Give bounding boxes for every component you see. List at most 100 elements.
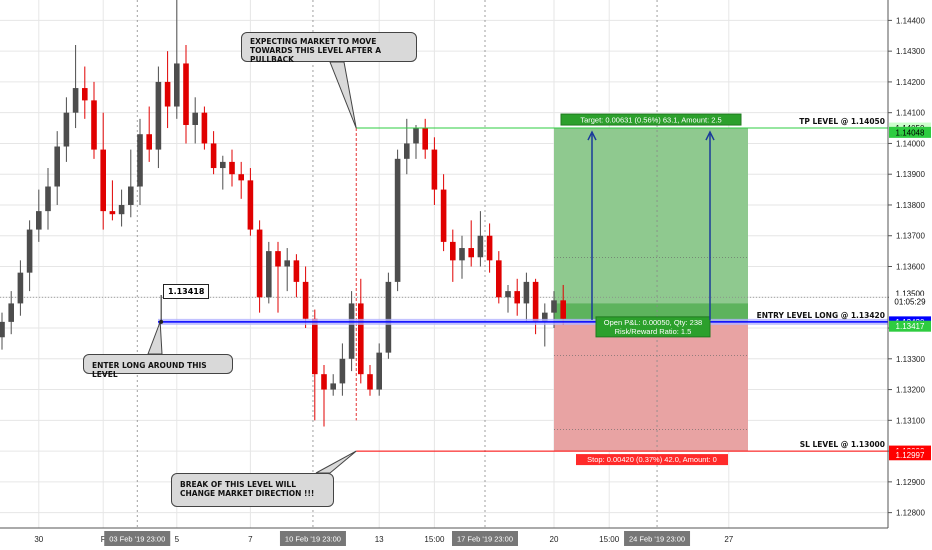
loss-zone [554,321,748,452]
price-tick-label: 1.13300 [896,355,925,364]
plot-background [0,0,888,528]
date-label-bg [624,531,691,546]
candle-body [376,352,382,390]
price-tick-label: 1.14400 [896,16,925,25]
candle-body [220,161,226,169]
time-tick-label: 27 [724,535,733,544]
pointer-dot [159,319,164,324]
candle-body [560,300,566,319]
price-label-bg [889,295,931,307]
time-tick-label: 13 [375,535,384,544]
date-label: 17 Feb '19 23:00 [457,535,513,544]
price-tick-label: 1.13600 [896,263,925,272]
price-label-bg [889,449,931,461]
price-label: 1.14048 [896,128,925,137]
time-axis[interactable]: 30 F 5 7 13 15:00 20 15:00 27 03 Feb '19 23:00 10 … [34,531,734,546]
time-tick-label: 7 [248,535,253,544]
candle-body [450,241,456,261]
candle-body [238,174,244,181]
candle-body [266,251,272,298]
profit-zone [554,128,748,322]
candle-body [128,186,134,205]
candle-body [275,251,281,267]
candle-body [404,143,410,159]
candle-body [551,300,557,313]
arrow-head [587,130,597,141]
candle-body [302,281,309,319]
candle-body [201,112,208,144]
price-tick-label: 1.12900 [896,478,925,487]
candle-body [459,248,465,261]
candle-body [229,161,235,175]
candle-body [36,211,42,230]
price-tick-label: 1.13900 [896,170,925,179]
target-label: Target: 0.00631 (0.56%) 63.1, Amount: 2.… [580,116,721,125]
date-label: 10 Feb '19 23:00 [285,535,341,544]
candle-body [542,312,548,322]
candle-body [155,81,162,150]
candle-body [183,63,189,125]
tp-level-label: TP LEVEL @ 1.14050 [799,117,885,126]
sl-level-label: SL LEVEL @ 1.13000 [800,440,885,449]
open-pnl-label: Open P&L: 0.00050, Qty: 238 [604,318,702,327]
expecting-callout: EXPECTING MARKET TO MOVE TOWARDS THIS LE… [241,32,417,64]
target-arrows [587,130,715,320]
candle-body [496,260,502,298]
expecting-callout-tail [329,61,357,129]
candle-body [440,189,447,242]
levels: TP LEVEL @ 1.14050 ENTRY LEVEL LONG @ 1.1… [158,113,888,466]
price-axis[interactable]: 1.14400 1.14300 1.14200 1.14100 1.14000 1.139… [888,16,931,518]
date-label-bg [279,531,346,546]
candle-body [72,88,79,113]
candle-body [284,260,290,267]
price-tick-label: 1.13800 [896,201,925,210]
enter-callout: ENTER LONG AROUND THIS LEVEL [83,354,233,379]
price-tick-label: 1.13200 [896,386,925,395]
candle-body [109,211,116,215]
candle-body [358,303,364,375]
candle-body [91,100,97,150]
break-callout: BREAK OF THIS LEVEL WILL CHANGE MARKET D… [171,473,334,507]
candle-body [63,112,70,147]
candle-body [118,204,125,215]
price-label-bg [889,287,931,299]
open-pnl-label-bg [595,316,711,338]
pointer-price-label: 1.13418 [163,284,210,299]
candle-body [321,374,327,390]
price-tick-label: 1.12800 [896,509,925,518]
candles [0,0,566,427]
price-label: 1.13417 [896,322,925,331]
candle-body [422,128,428,150]
candle-body [164,81,171,107]
stop-label: Stop: 0.00420 (0.37%) 42.0, Amount: 0 [587,455,717,464]
price-label: 1.12997 [896,451,925,460]
marker-lines [0,0,888,528]
candle-body [192,112,198,125]
price-tick-label: 1.14300 [896,47,925,56]
candle-body [17,272,24,304]
candle-body [477,235,484,258]
candle-body [339,358,346,384]
time-tick-label: 5 [175,535,180,544]
price-tick-label: 1.14100 [896,109,925,118]
price-tick-label: 1.13100 [896,416,925,425]
candle-body [413,128,419,144]
candle-body [348,303,355,359]
candle-body [210,143,217,169]
candle-body [385,281,392,353]
price-label: 01:05:29 [894,297,926,306]
candle-body [312,318,318,375]
candle-body [431,149,438,190]
time-tick-label: F [101,535,106,544]
candle-body [8,303,14,322]
price-label-bg [889,320,931,332]
candle-body [137,134,143,187]
time-tick-label: 30 [34,535,43,544]
candle-body [256,229,263,298]
candle-body [45,186,51,212]
candle-body [505,291,511,298]
time-tick-label: 15:00 [424,535,445,544]
target-label-bg [560,113,742,126]
